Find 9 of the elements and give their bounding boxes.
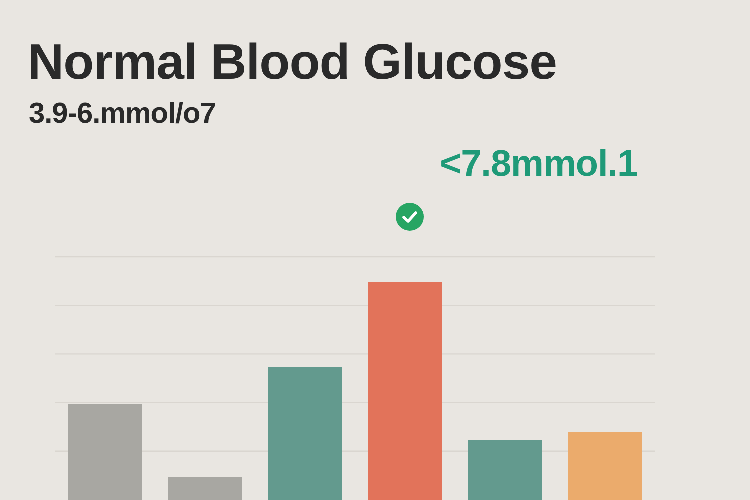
bar bbox=[68, 404, 142, 500]
chart-title: Normal Blood Glucose bbox=[28, 33, 557, 91]
bar bbox=[268, 367, 342, 500]
text: <7.8mmol.1 bbox=[440, 143, 638, 185]
bar bbox=[368, 282, 442, 500]
bar bbox=[168, 477, 242, 500]
bar bbox=[468, 440, 542, 500]
bar bbox=[568, 432, 642, 500]
chart-subtitle: 3.9-6.mmol/o7 bbox=[29, 98, 216, 131]
